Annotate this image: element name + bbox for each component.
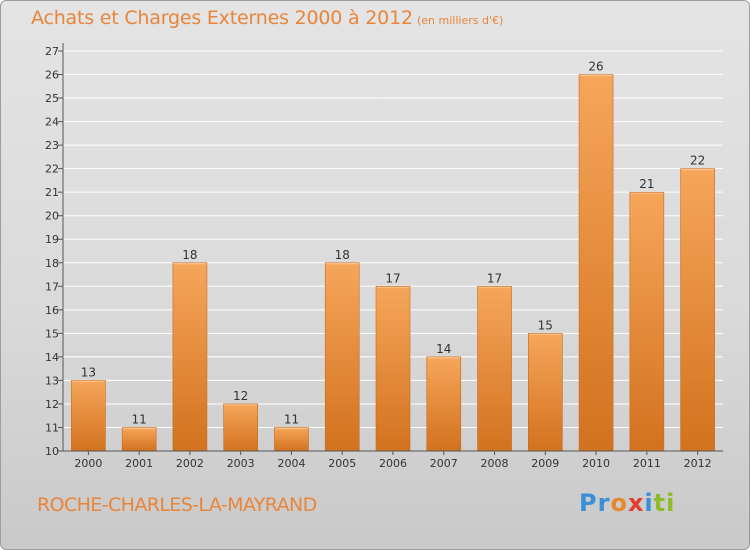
bar-2002 — [172, 262, 208, 452]
data-label-2003: 12 — [233, 389, 248, 403]
y-tick-label: 11 — [45, 421, 59, 434]
chart-title: Achats et Charges Externes 2000 à 2012 — [31, 7, 413, 29]
y-tick-label: 10 — [45, 445, 59, 458]
bar-2010 — [578, 74, 614, 452]
data-label-2008: 17 — [487, 271, 502, 285]
y-tick-label: 17 — [45, 280, 59, 293]
bar-2001 — [121, 427, 157, 452]
bar-2000 — [71, 380, 106, 452]
y-tick-label: 15 — [45, 327, 59, 340]
bar-2008 — [477, 285, 512, 452]
bar-2011 — [629, 191, 665, 452]
x-tick-label-2002: 2002 — [176, 457, 204, 470]
y-tick-label: 26 — [45, 69, 59, 82]
logo-letter: o — [610, 489, 628, 517]
x-tick-label-2001: 2001 — [125, 457, 153, 470]
logo-letter: r — [597, 489, 611, 517]
x-tick-label-2010: 2010 — [582, 457, 610, 470]
x-tick-label-2008: 2008 — [481, 457, 509, 470]
x-tick-label-2007: 2007 — [430, 457, 458, 470]
data-label-2010: 26 — [588, 60, 603, 74]
y-tick-label: 25 — [45, 92, 59, 105]
data-label-2000: 13 — [81, 365, 96, 379]
commune-name: ROCHE-CHARLES-LA-MAYRAND — [37, 494, 317, 516]
bar-2012 — [680, 168, 715, 452]
y-tick-label: 18 — [45, 257, 59, 270]
y-tick-label: 12 — [45, 398, 59, 411]
y-tick-label: 24 — [45, 116, 59, 129]
x-tick-label-2006: 2006 — [379, 457, 407, 470]
logo-letter: x — [627, 489, 645, 517]
data-label-2006: 17 — [385, 271, 400, 285]
logo-letter: t — [653, 489, 667, 517]
data-label-2012: 22 — [690, 154, 705, 168]
bar-2006 — [375, 285, 411, 452]
y-tick-label: 19 — [45, 233, 59, 246]
data-label-2005: 18 — [335, 248, 350, 262]
y-tick-label: 13 — [45, 374, 59, 387]
data-label-2004: 11 — [284, 412, 299, 426]
bar-2003 — [223, 403, 258, 452]
x-tick-label-2009: 2009 — [531, 457, 559, 470]
bar-2005 — [324, 262, 360, 452]
bar-2004 — [274, 427, 309, 452]
bar-2007 — [426, 356, 462, 452]
chart-subtitle: (en milliers d'€) — [417, 14, 504, 27]
proxiti-logo[interactable]: Proxiti — [579, 489, 675, 517]
y-tick-label: 20 — [45, 210, 59, 223]
bar-2009 — [528, 333, 563, 452]
data-label-2011: 21 — [639, 177, 654, 191]
x-tick-label-2005: 2005 — [328, 457, 356, 470]
y-tick-label: 22 — [45, 163, 59, 176]
y-tick-label: 21 — [45, 186, 59, 199]
y-tick-label: 27 — [45, 45, 59, 58]
x-tick-label-2000: 2000 — [74, 457, 102, 470]
logo-letter: P — [579, 489, 598, 517]
y-tick-label: 23 — [45, 139, 59, 152]
data-label-2002: 18 — [182, 248, 197, 262]
data-label-2009: 15 — [538, 318, 553, 332]
x-tick-label-2004: 2004 — [277, 457, 305, 470]
data-label-2001: 11 — [132, 412, 147, 426]
y-tick-label: 14 — [45, 351, 59, 364]
x-tick-label-2003: 2003 — [227, 457, 255, 470]
data-label-2007: 14 — [436, 342, 451, 356]
logo-letter: i — [666, 489, 676, 517]
x-tick-label-2012: 2012 — [684, 457, 712, 470]
logo-letter: i — [644, 489, 654, 517]
x-tick-label-2011: 2011 — [633, 457, 661, 470]
y-tick-label: 16 — [45, 304, 59, 317]
